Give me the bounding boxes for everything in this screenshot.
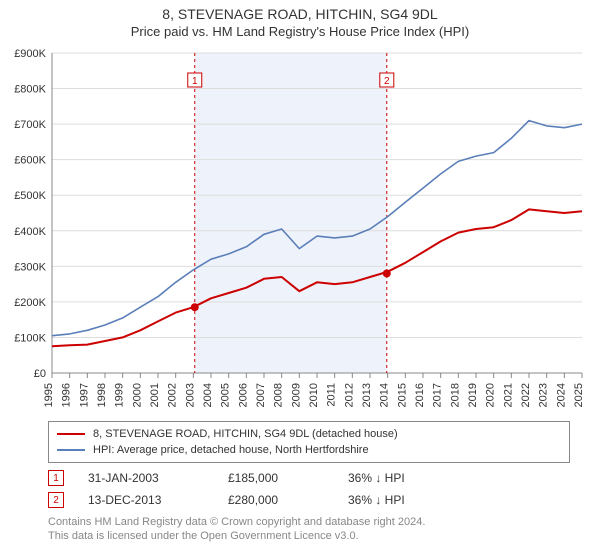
svg-text:1999: 1999 bbox=[114, 383, 126, 407]
svg-text:2005: 2005 bbox=[220, 383, 232, 407]
svg-text:1996: 1996 bbox=[61, 383, 73, 407]
svg-text:2008: 2008 bbox=[273, 383, 285, 407]
sale-marker-icon: 2 bbox=[48, 492, 64, 508]
svg-text:2023: 2023 bbox=[538, 383, 550, 407]
svg-text:2002: 2002 bbox=[167, 383, 179, 407]
sale-delta: 36% ↓ HPI bbox=[348, 493, 468, 507]
svg-text:2010: 2010 bbox=[308, 383, 320, 407]
svg-text:2014: 2014 bbox=[379, 383, 391, 407]
svg-text:£100K: £100K bbox=[14, 332, 46, 344]
svg-text:2003: 2003 bbox=[184, 383, 196, 407]
legend-label: HPI: Average price, detached house, Nort… bbox=[93, 442, 369, 458]
svg-text:2022: 2022 bbox=[520, 383, 532, 407]
svg-text:£400K: £400K bbox=[14, 226, 46, 238]
chart-area: £0 £100K £200K £300K £400K £500K £600K £700K £80… bbox=[0, 45, 600, 415]
footnote: Contains HM Land Registry data © Crown c… bbox=[48, 515, 570, 543]
svg-text:2007: 2007 bbox=[255, 383, 267, 407]
legend-swatch bbox=[57, 433, 85, 435]
chart-title-block: 8, STEVENAGE ROAD, HITCHIN, SG4 9DL Pric… bbox=[0, 0, 600, 39]
svg-text:2020: 2020 bbox=[485, 383, 497, 407]
svg-text:2006: 2006 bbox=[237, 383, 249, 407]
svg-text:£900K: £900K bbox=[14, 48, 46, 60]
sales-table: 1 31-JAN-2003 £185,000 36% ↓ HPI 2 13-DE… bbox=[48, 467, 570, 511]
svg-text:2025: 2025 bbox=[573, 383, 585, 407]
svg-text:2: 2 bbox=[384, 76, 390, 87]
svg-text:2017: 2017 bbox=[432, 383, 444, 407]
legend-label: 8, STEVENAGE ROAD, HITCHIN, SG4 9DL (det… bbox=[93, 426, 398, 442]
svg-text:2011: 2011 bbox=[326, 383, 338, 407]
legend-item: 8, STEVENAGE ROAD, HITCHIN, SG4 9DL (det… bbox=[57, 426, 561, 442]
sale-marker-icon: 1 bbox=[48, 470, 64, 486]
svg-text:2001: 2001 bbox=[149, 383, 161, 407]
svg-text:2004: 2004 bbox=[202, 383, 214, 407]
sale-price: £185,000 bbox=[228, 471, 348, 485]
svg-text:£700K: £700K bbox=[14, 119, 46, 131]
svg-text:1: 1 bbox=[192, 76, 198, 87]
svg-text:2018: 2018 bbox=[449, 383, 461, 407]
svg-text:1995: 1995 bbox=[43, 383, 55, 407]
footnote-line1: Contains HM Land Registry data © Crown c… bbox=[48, 515, 570, 529]
svg-text:£0: £0 bbox=[34, 368, 46, 380]
sale-date: 31-JAN-2003 bbox=[88, 471, 228, 485]
sale-row: 2 13-DEC-2013 £280,000 36% ↓ HPI bbox=[48, 489, 570, 511]
title-line1: 8, STEVENAGE ROAD, HITCHIN, SG4 9DL bbox=[0, 6, 600, 22]
svg-text:1997: 1997 bbox=[78, 383, 90, 407]
svg-text:2024: 2024 bbox=[555, 383, 567, 407]
svg-text:£800K: £800K bbox=[14, 84, 46, 96]
svg-text:2021: 2021 bbox=[502, 383, 514, 407]
title-line2: Price paid vs. HM Land Registry's House … bbox=[0, 24, 600, 39]
legend-item: HPI: Average price, detached house, Nort… bbox=[57, 442, 561, 458]
sale-price: £280,000 bbox=[228, 493, 348, 507]
sale-row: 1 31-JAN-2003 £185,000 36% ↓ HPI bbox=[48, 467, 570, 489]
svg-text:£600K: £600K bbox=[14, 155, 46, 167]
svg-text:1998: 1998 bbox=[96, 383, 108, 407]
sale-delta: 36% ↓ HPI bbox=[348, 471, 468, 485]
svg-text:£500K: £500K bbox=[14, 190, 46, 202]
svg-text:2009: 2009 bbox=[290, 383, 302, 407]
footnote-line2: This data is licensed under the Open Gov… bbox=[48, 529, 570, 543]
svg-text:2012: 2012 bbox=[343, 383, 355, 407]
svg-text:2000: 2000 bbox=[131, 383, 143, 407]
line-chart-svg: £0 £100K £200K £300K £400K £500K £600K £700K £80… bbox=[0, 45, 600, 415]
svg-text:£300K: £300K bbox=[14, 261, 46, 273]
legend-swatch bbox=[57, 449, 85, 451]
svg-text:2016: 2016 bbox=[414, 383, 426, 407]
svg-text:2019: 2019 bbox=[467, 383, 479, 407]
legend: 8, STEVENAGE ROAD, HITCHIN, SG4 9DL (det… bbox=[48, 421, 570, 463]
svg-text:£200K: £200K bbox=[14, 297, 46, 309]
sale-date: 13-DEC-2013 bbox=[88, 493, 228, 507]
svg-text:2013: 2013 bbox=[361, 383, 373, 407]
svg-text:2015: 2015 bbox=[396, 383, 408, 407]
